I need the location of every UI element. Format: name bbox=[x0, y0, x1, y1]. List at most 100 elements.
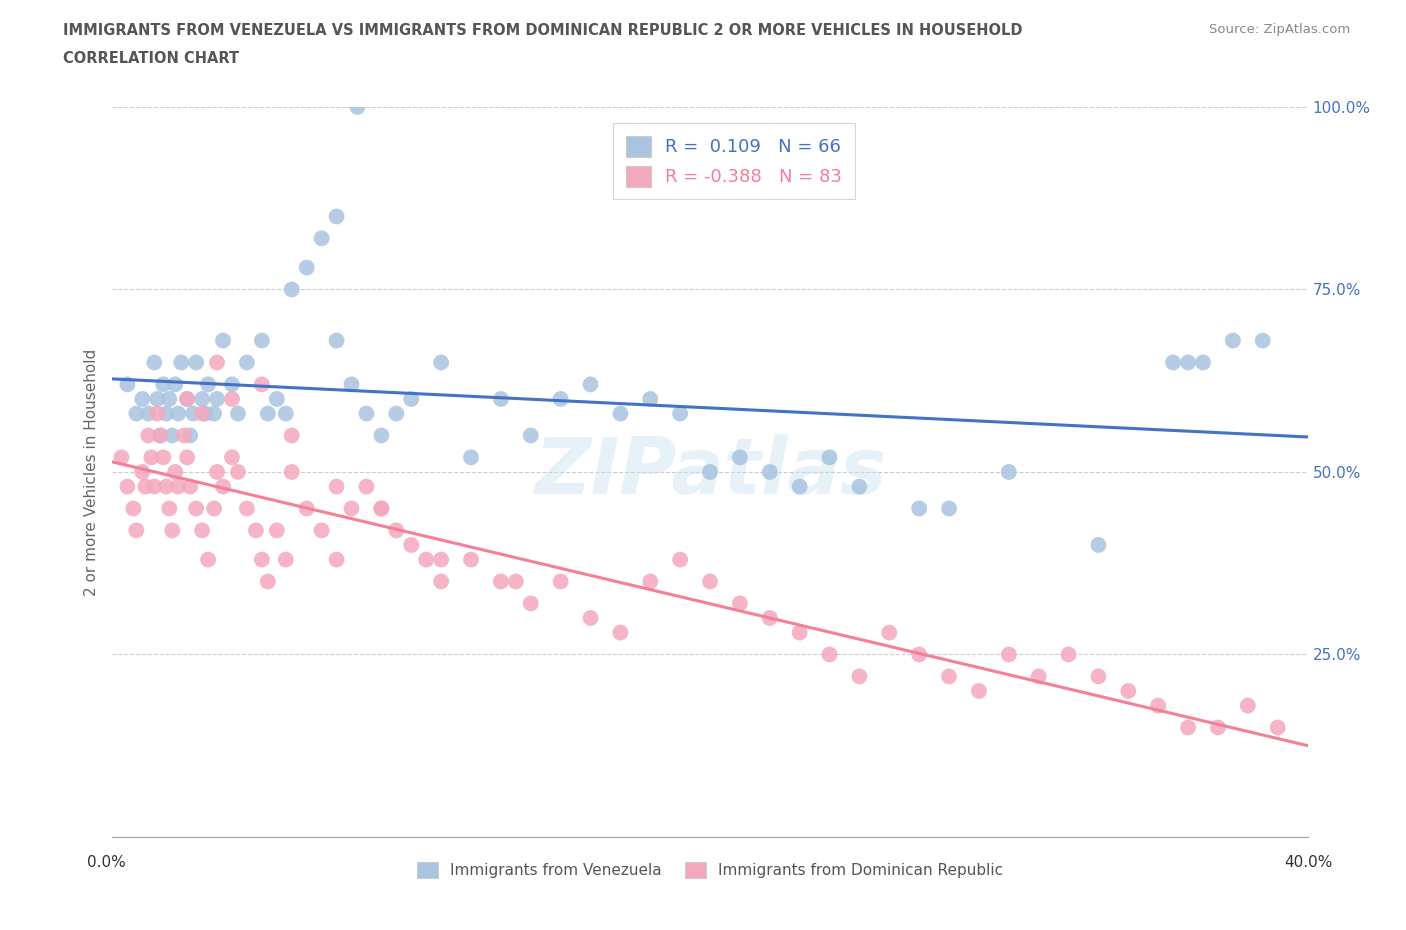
Point bbox=[340, 501, 363, 516]
Point bbox=[152, 377, 174, 392]
Point bbox=[155, 406, 177, 421]
Point bbox=[152, 450, 174, 465]
Point bbox=[967, 684, 990, 698]
Point bbox=[640, 392, 662, 406]
Point bbox=[938, 501, 960, 516]
Point bbox=[370, 501, 392, 516]
Y-axis label: 2 or more Vehicles in Household: 2 or more Vehicles in Household bbox=[83, 349, 98, 595]
Point bbox=[202, 406, 225, 421]
Point bbox=[134, 479, 156, 494]
Point bbox=[295, 501, 318, 516]
Point bbox=[356, 479, 378, 494]
Point bbox=[1267, 720, 1289, 735]
Point bbox=[125, 406, 148, 421]
Point bbox=[191, 523, 214, 538]
Point bbox=[998, 647, 1021, 662]
Point bbox=[257, 406, 280, 421]
Point bbox=[122, 501, 145, 516]
Point bbox=[325, 552, 347, 567]
Point bbox=[167, 479, 190, 494]
Point bbox=[226, 406, 249, 421]
Text: ZIPatlas: ZIPatlas bbox=[534, 434, 886, 510]
Point bbox=[149, 428, 172, 443]
Point bbox=[186, 355, 208, 370]
Point bbox=[138, 406, 160, 421]
Point bbox=[205, 355, 228, 370]
Point bbox=[205, 392, 228, 406]
Point bbox=[221, 377, 243, 392]
Point bbox=[236, 355, 259, 370]
Point bbox=[281, 282, 304, 297]
Point bbox=[149, 428, 172, 443]
Point bbox=[311, 523, 333, 538]
Point bbox=[848, 669, 870, 684]
Point bbox=[848, 479, 870, 494]
Point bbox=[579, 611, 602, 626]
Point bbox=[356, 406, 378, 421]
Point bbox=[117, 377, 139, 392]
Point bbox=[640, 574, 662, 589]
Point bbox=[176, 392, 198, 406]
Point bbox=[162, 523, 183, 538]
Point bbox=[505, 574, 527, 589]
Point bbox=[728, 450, 751, 465]
Point bbox=[669, 406, 692, 421]
Point bbox=[340, 377, 363, 392]
Point bbox=[155, 479, 177, 494]
Point bbox=[274, 552, 297, 567]
Point bbox=[281, 428, 304, 443]
Point bbox=[998, 465, 1021, 480]
Point bbox=[1177, 720, 1199, 735]
Point bbox=[274, 406, 297, 421]
Point bbox=[728, 596, 751, 611]
Point bbox=[165, 377, 187, 392]
Point bbox=[143, 479, 166, 494]
Point bbox=[131, 392, 153, 406]
Point bbox=[1237, 698, 1260, 713]
Point bbox=[1251, 333, 1274, 348]
Point bbox=[699, 465, 721, 480]
Point bbox=[167, 406, 190, 421]
Point bbox=[401, 392, 423, 406]
Point bbox=[415, 552, 437, 567]
Point bbox=[879, 625, 901, 640]
Point bbox=[430, 355, 453, 370]
Point bbox=[759, 465, 782, 480]
Text: Source: ZipAtlas.com: Source: ZipAtlas.com bbox=[1209, 23, 1350, 36]
Point bbox=[550, 574, 572, 589]
Point bbox=[346, 100, 368, 114]
Point bbox=[173, 428, 195, 443]
Point bbox=[179, 479, 201, 494]
Point bbox=[186, 501, 208, 516]
Point bbox=[131, 465, 153, 480]
Point bbox=[385, 523, 408, 538]
Point bbox=[125, 523, 148, 538]
Legend: Immigrants from Venezuela, Immigrants from Dominican Republic: Immigrants from Venezuela, Immigrants fr… bbox=[411, 856, 1010, 884]
Point bbox=[579, 377, 602, 392]
Point bbox=[138, 428, 160, 443]
Point bbox=[170, 355, 193, 370]
Text: IMMIGRANTS FROM VENEZUELA VS IMMIGRANTS FROM DOMINICAN REPUBLIC 2 OR MORE VEHICL: IMMIGRANTS FROM VENEZUELA VS IMMIGRANTS … bbox=[63, 23, 1022, 38]
Point bbox=[699, 574, 721, 589]
Point bbox=[609, 406, 631, 421]
Point bbox=[162, 428, 183, 443]
Point bbox=[669, 552, 692, 567]
Point bbox=[221, 392, 243, 406]
Point bbox=[325, 333, 347, 348]
Point bbox=[110, 450, 132, 465]
Point bbox=[179, 428, 201, 443]
Point bbox=[430, 552, 453, 567]
Point bbox=[245, 523, 267, 538]
Point bbox=[1147, 698, 1170, 713]
Point bbox=[1206, 720, 1229, 735]
Point bbox=[212, 333, 235, 348]
Point bbox=[117, 479, 139, 494]
Point bbox=[520, 596, 543, 611]
Point bbox=[212, 479, 235, 494]
Point bbox=[176, 392, 198, 406]
Point bbox=[281, 465, 304, 480]
Point bbox=[789, 625, 811, 640]
Point bbox=[1057, 647, 1080, 662]
Point bbox=[257, 574, 280, 589]
Point bbox=[1118, 684, 1140, 698]
